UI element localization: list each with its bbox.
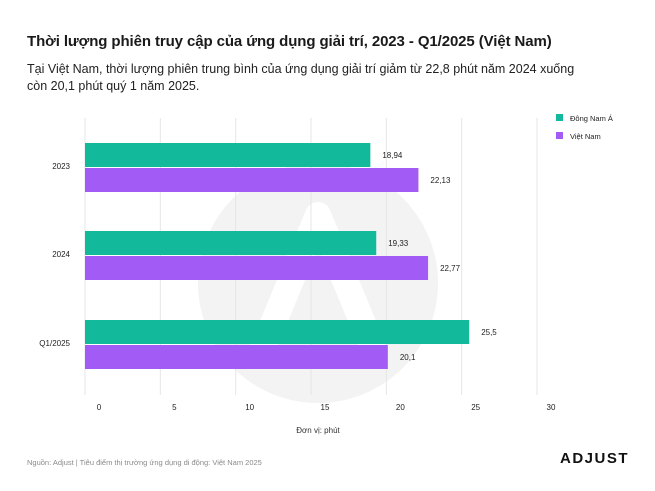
bar-label-2023-Việt Nam: 22,13 (430, 176, 451, 185)
y-tick-label-Q1/2025: Q1/2025 (39, 339, 70, 348)
x-tick-label-5: 5 (172, 403, 177, 412)
chart-x-axis: 0 5 10 15 20 25 30 (97, 403, 556, 412)
x-tick-label-30: 30 (547, 403, 556, 412)
bar-2024-Việt Nam (85, 256, 429, 280)
bar-label-2023-Đông Nam Á: 18,94 (382, 151, 403, 160)
x-tick-label-10: 10 (245, 403, 254, 412)
bar-label-Q1/2025-Đông Nam Á: 25,5 (481, 328, 497, 337)
bar-2024-Đông Nam Á (85, 231, 377, 255)
x-tick-label-25: 25 (471, 403, 480, 412)
legend-swatch-Việt Nam (556, 132, 563, 139)
x-tick-label-20: 20 (396, 403, 405, 412)
chart-legend: Đông Nam Á Việt Nam (556, 114, 613, 141)
y-tick-label-2024: 2024 (52, 250, 70, 259)
legend-label-Việt Nam: Việt Nam (570, 132, 601, 141)
chart-data-labels: 18,94 22,13 19,33 22,77 25,5 20,1 (382, 151, 497, 362)
y-tick-label-2023: 2023 (52, 162, 70, 171)
bar-Q1/2025-Việt Nam (85, 345, 388, 369)
page-title: Thời lượng phiên truy cập của ứng dụng g… (27, 33, 552, 50)
page-subtitle: Tại Việt Nam, thời lượng phiên trung bìn… (27, 62, 575, 93)
x-axis-label: Đơn vị: phút (296, 426, 340, 435)
adjust-logo: ADJUST (560, 450, 629, 467)
adjust-logo-text: ADJUST (560, 450, 630, 467)
bar-label-2024-Việt Nam: 22,77 (440, 264, 461, 273)
bar-Q1/2025-Đông Nam Á (85, 320, 470, 344)
x-tick-label-15: 15 (321, 403, 330, 412)
bar-label-2024-Đông Nam Á: 19,33 (388, 239, 409, 248)
bar-2023-Việt Nam (85, 168, 419, 192)
bar-2023-Đông Nam Á (85, 143, 371, 167)
chart-bars (85, 143, 470, 369)
x-tick-label-0: 0 (97, 403, 102, 412)
bar-label-Q1/2025-Việt Nam: 20,1 (400, 353, 416, 362)
legend-label-Đông Nam Á: Đông Nam Á (570, 114, 613, 123)
source-note: Nguồn: Adjust | Tiêu điểm thị trường ứng… (27, 458, 262, 467)
chart-y-axis: 2023 2024 Q1/2025 (39, 162, 70, 348)
legend-swatch-Đông Nam Á (556, 114, 563, 121)
watermark-mark (249, 202, 387, 363)
